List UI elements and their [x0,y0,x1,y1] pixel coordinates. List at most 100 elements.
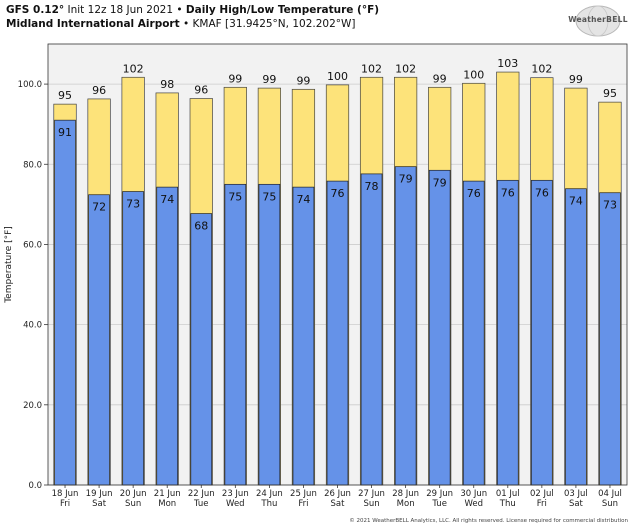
x-tick-day: Sat [92,499,107,509]
low-value-label: 76 [331,187,345,200]
x-tick-day: Wed [226,499,245,509]
x-tick-day: Thu [499,499,516,509]
x-tick-day: Fri [537,499,547,509]
x-tick-day: Sat [331,499,346,509]
separator: • [176,4,183,16]
low-bar [88,194,110,486]
x-tick-day: Sun [363,499,379,509]
low-value-label: 76 [501,186,515,199]
station-info: KMAF [31.9425°N, 102.202°W] [192,18,356,30]
low-value-label: 79 [399,173,413,186]
x-tick-day: Sat [569,499,584,509]
x-tick-date: 22 Jun [188,489,215,499]
low-bar [565,188,587,486]
high-value-label: 99 [262,73,276,86]
low-bar [224,183,247,486]
x-tick-date: 28 Jun [392,489,419,499]
copyright-footer: © 2021 WeatherBELL Analytics, LLC. All r… [349,518,628,524]
high-value-label: 99 [228,72,242,85]
location-name: Midland International Airport [6,18,180,30]
low-bar [531,179,553,486]
low-bar [156,186,179,486]
logo-text: WeatherBELL [568,15,628,24]
high-value-label: 102 [361,62,382,75]
y-tick-label: 20.0 [23,401,42,411]
x-tick-date: 25 Jun [290,489,317,499]
y-tick-label: 0.0 [28,481,42,491]
low-value-label: 76 [535,186,549,199]
high-value-label: 103 [497,57,518,70]
y-tick-label: 40.0 [23,321,42,331]
y-axis-label: Temperature [°F] [4,226,14,304]
chart-title: Daily High/Low Temperature (°F) [185,4,380,16]
low-bar [258,183,281,486]
x-tick-day: Mon [158,499,176,509]
high-value-label: 102 [531,63,552,76]
plot-frame [47,43,628,486]
x-tick-day: Sun [602,499,618,509]
x-tick-day: Sun [125,499,141,509]
high-value-label: 99 [433,72,447,85]
header-line-2: Midland International Airport • KMAF [31… [6,17,379,31]
x-tick-date: 02 Jul [530,489,554,499]
x-tick-day: Fri [298,499,308,509]
x-tick-day: Tue [431,499,447,509]
model-name: GFS 0.12 [6,4,59,16]
x-tick-date: 24 Jun [256,489,283,499]
x-tick-day: Mon [397,499,415,509]
x-tick-day: Wed [464,499,483,509]
globe-icon [575,5,621,37]
high-value-label: 96 [194,84,208,97]
low-bar [360,173,383,486]
y-tick-label: 80.0 [23,160,42,170]
weatherbell-logo: WeatherBELL [566,4,630,38]
high-value-label: 100 [327,70,348,83]
high-value-label: 99 [296,74,310,87]
header-line-1: GFS 0.12° Init 12z 18 Jun 2021 • Daily H… [6,3,379,17]
low-value-label: 74 [296,193,310,206]
high-value-label: 95 [603,87,617,100]
low-value-label: 78 [365,180,379,193]
high-value-label: 98 [160,78,174,91]
low-value-label: 68 [194,220,208,233]
x-tick-date: 23 Jun [222,489,249,499]
low-bar [599,192,621,486]
chart-header: GFS 0.12° Init 12z 18 Jun 2021 • Daily H… [6,3,379,31]
high-value-label: 102 [123,62,144,75]
low-value-label: 73 [603,199,617,212]
low-bar [496,179,519,486]
low-bar [190,213,213,486]
x-tick-date: 04 Jul [598,489,622,499]
x-tick-date: 21 Jun [154,489,181,499]
x-tick-day: Thu [260,499,277,509]
x-tick-date: 18 Jun [52,489,79,499]
y-tick-label: 100.0 [18,80,42,90]
x-tick-date: 27 Jun [358,489,385,499]
x-tick-date: 20 Jun [120,489,147,499]
high-value-label: 102 [395,62,416,75]
low-bar [54,119,76,486]
low-value-label: 74 [569,195,583,208]
low-value-label: 79 [433,176,447,189]
high-value-label: 95 [58,89,72,102]
low-bar [292,186,315,486]
low-value-label: 75 [262,190,276,203]
high-value-label: 100 [463,68,484,81]
low-bar [428,169,451,486]
x-tick-date: 30 Jun [460,489,487,499]
low-value-label: 76 [467,187,481,200]
x-tick-date: 26 Jun [324,489,351,499]
low-bar [122,191,144,486]
low-value-label: 73 [126,198,140,211]
x-tick-date: 01 Jul [496,489,520,499]
low-bar [462,180,485,486]
low-value-label: 75 [228,190,242,203]
init-time: Init 12z 18 Jun 2021 [67,4,174,16]
x-tick-date: 19 Jun [86,489,113,499]
low-bar [394,166,417,486]
low-value-label: 72 [92,201,106,214]
degree-mark: ° [58,4,65,16]
x-tick-date: 29 Jun [426,489,453,499]
x-tick-day: Fri [60,499,70,509]
